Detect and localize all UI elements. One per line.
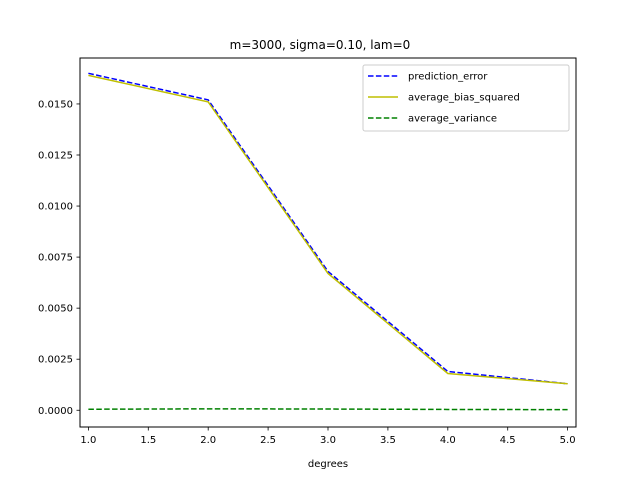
x-tick-label: 4.5 xyxy=(500,435,516,446)
axis-ticks: 1.0 1.5 2.0 2.5 3.0 3.5 4.0 4.5 5.0 0.0000 0.0025 0… xyxy=(38,99,576,446)
y-tick-label: 0.0025 xyxy=(38,355,73,366)
x-tick-label: 2.5 xyxy=(260,435,276,446)
x-tick-label: 3.5 xyxy=(380,435,396,446)
x-tick-label: 2.0 xyxy=(200,435,216,446)
series-line-prediction-error xyxy=(88,72,568,385)
legend-box xyxy=(362,64,570,132)
x-tick-label: 5.0 xyxy=(560,435,576,446)
y-tick-label: 0.0125 xyxy=(38,150,73,161)
y-tick-label: 0.0000 xyxy=(38,406,73,417)
x-tick-label: 4.0 xyxy=(440,435,456,446)
legend-label-average-variance: average_variance xyxy=(408,114,497,125)
y-tick-label: 0.0150 xyxy=(38,99,73,110)
legend-label-prediction-error: prediction_error xyxy=(408,72,488,83)
y-tick-label: 0.0100 xyxy=(38,202,73,213)
x-tick-label: 1.5 xyxy=(140,435,156,446)
plot-area xyxy=(88,72,568,411)
x-tick-label: 3.0 xyxy=(320,435,336,446)
legend: prediction_error average_bias_squaredaver… xyxy=(362,64,570,132)
legend-label-average-bias-squared: average_bias_squared xyxy=(408,93,520,104)
chart-title: m=3000, sigma=0.10, lam=0 xyxy=(230,38,411,52)
y-tick-label: 0.0075 xyxy=(38,253,73,264)
x-axis-label: degrees xyxy=(308,459,348,470)
y-tick-label: 0.0050 xyxy=(38,304,73,315)
series-line-average-bias-squared xyxy=(88,74,568,385)
series-line-average-variance xyxy=(88,408,568,411)
x-tick-label: 1.0 xyxy=(80,435,96,446)
